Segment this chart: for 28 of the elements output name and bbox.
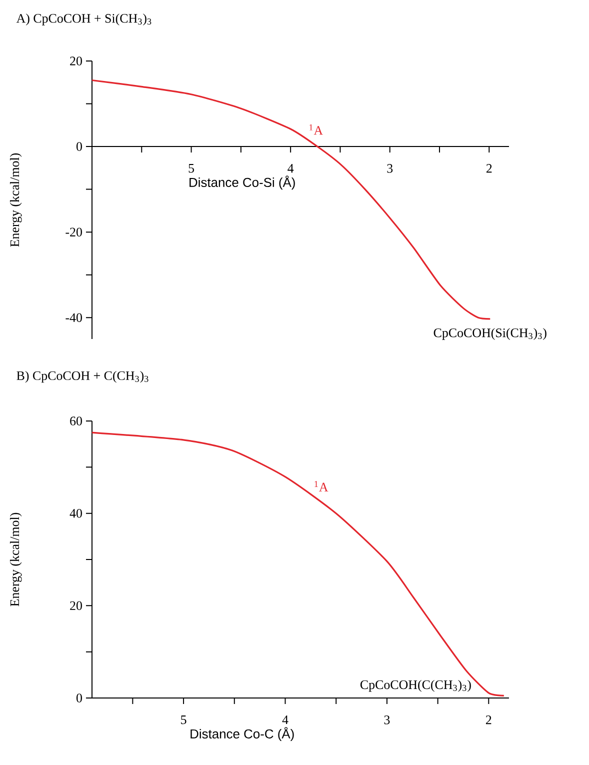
x-tick-label: 5 bbox=[188, 164, 194, 173]
y-tick-label: 0 bbox=[76, 142, 82, 151]
x-axis-title: Distance Co-C (Å) bbox=[190, 727, 294, 742]
x-tick-label: 2 bbox=[486, 716, 492, 724]
y-tick-label: 60 bbox=[70, 416, 82, 426]
annotation: $^{1}$A bbox=[314, 481, 328, 492]
chart-title: A) CpCoCOH + Si(CH$_{3}$)$_{3}$ bbox=[16, 14, 152, 26]
x-tick-label: 3 bbox=[387, 164, 393, 173]
annotation: CpCoCOH(C(CH$_{3}$)$_{3}$) bbox=[360, 680, 471, 692]
x-tick-label: 5 bbox=[181, 716, 186, 724]
x-tick-label: 3 bbox=[384, 716, 390, 724]
annotation: CpCoCOH(Si(CH$_{3}$)$_{3}$) bbox=[434, 328, 546, 340]
x-tick-label: 2 bbox=[486, 164, 492, 173]
x-tick-label: 4 bbox=[282, 716, 288, 724]
y-axis-title: Energy (kcal/mol) bbox=[10, 153, 22, 247]
y-tick-label: 20 bbox=[70, 601, 82, 610]
x-tick-label: 4 bbox=[288, 164, 294, 173]
y-tick-label: 0 bbox=[76, 694, 82, 702]
x-axis-title: Distance Co-Si (Å) bbox=[190, 176, 295, 190]
chart-title: B) CpCoCOH + C(CH$_{3}$)$_{3}$ bbox=[16, 370, 148, 383]
annotation: $^{1}$A bbox=[309, 124, 323, 135]
y-tick-label: -20 bbox=[66, 228, 82, 236]
y-tick-label: 40 bbox=[70, 508, 82, 518]
y-tick-label: -40 bbox=[66, 313, 82, 322]
y-axis-title: Energy (kcal/mol) bbox=[10, 512, 22, 606]
line-series bbox=[91, 79, 491, 320]
line-series bbox=[91, 432, 505, 696]
y-tick-label: 20 bbox=[70, 56, 82, 66]
